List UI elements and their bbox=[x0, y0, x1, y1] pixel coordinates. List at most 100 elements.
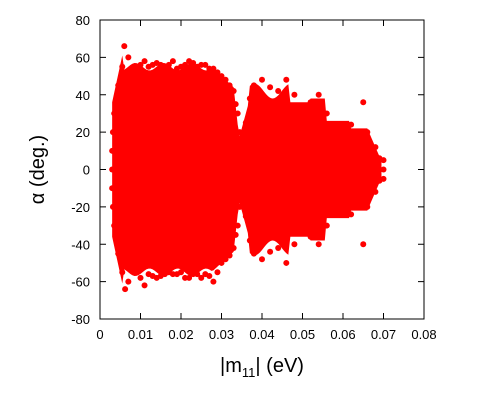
y-tick-label: -60 bbox=[71, 275, 90, 290]
y-tick-label: 20 bbox=[76, 125, 90, 140]
data-point bbox=[109, 166, 116, 173]
data-point bbox=[246, 237, 253, 244]
data-point bbox=[307, 99, 314, 106]
data-point bbox=[315, 147, 322, 154]
data-point bbox=[291, 241, 298, 248]
data-point bbox=[119, 63, 126, 70]
data-point bbox=[275, 88, 282, 95]
data-point bbox=[137, 274, 144, 281]
data-point bbox=[169, 58, 176, 65]
data-point bbox=[283, 147, 290, 154]
x-tick-label: 0.02 bbox=[168, 327, 193, 342]
data-point bbox=[214, 69, 221, 76]
data-point bbox=[267, 84, 274, 91]
data-point bbox=[348, 121, 355, 128]
data-point bbox=[230, 244, 237, 251]
x-axis-title-prefix: |m bbox=[220, 355, 242, 377]
y-tick-label: 40 bbox=[76, 88, 90, 103]
data-point bbox=[178, 269, 184, 276]
data-point bbox=[242, 119, 249, 126]
data-point bbox=[141, 58, 148, 65]
data-point bbox=[198, 274, 205, 281]
data-point bbox=[242, 213, 249, 220]
data-point bbox=[331, 211, 338, 218]
data-point bbox=[157, 61, 164, 68]
data-point bbox=[182, 61, 189, 68]
data-point bbox=[315, 185, 322, 192]
data-point bbox=[307, 233, 314, 240]
data-point bbox=[210, 278, 217, 285]
data-point bbox=[348, 211, 355, 218]
data-point bbox=[165, 61, 172, 68]
y-tick-label: 0 bbox=[83, 163, 90, 178]
y-tick-label: -20 bbox=[71, 200, 90, 215]
data-point bbox=[236, 129, 243, 136]
data-point bbox=[283, 185, 290, 192]
x-axis-title-subscript: 11 bbox=[242, 365, 256, 380]
axis-ticks-layer bbox=[99, 19, 425, 320]
data-point bbox=[111, 110, 118, 117]
data-point bbox=[250, 129, 257, 136]
y-tick-labels: -80 -60 -40 -20 0 20 40 60 80 bbox=[71, 13, 90, 327]
data-point bbox=[236, 203, 243, 210]
data-point bbox=[129, 259, 136, 266]
data-point bbox=[283, 259, 290, 266]
data-point bbox=[238, 147, 245, 154]
data-point bbox=[119, 269, 126, 276]
data-point bbox=[111, 222, 118, 229]
data-point bbox=[115, 250, 122, 257]
data-point bbox=[246, 95, 253, 102]
data-point bbox=[250, 203, 257, 210]
dense-data-region bbox=[112, 55, 382, 284]
data-point bbox=[283, 76, 290, 83]
data-point bbox=[291, 91, 298, 98]
data-point bbox=[206, 273, 213, 280]
x-tick-label: 0.03 bbox=[209, 327, 234, 342]
data-point bbox=[222, 76, 229, 83]
data-point bbox=[372, 144, 379, 151]
data-point bbox=[186, 274, 193, 281]
x-tick-label: 0 bbox=[96, 327, 103, 342]
x-tick-label: 0.04 bbox=[249, 327, 274, 342]
data-point bbox=[299, 110, 306, 117]
data-point bbox=[125, 278, 132, 285]
data-point bbox=[226, 252, 233, 259]
x-tick-label: 0.01 bbox=[128, 327, 153, 342]
data-point bbox=[230, 88, 237, 95]
data-point bbox=[364, 203, 371, 210]
x-tick-label: 0.08 bbox=[411, 327, 436, 342]
data-point bbox=[232, 101, 239, 108]
data-point bbox=[113, 233, 120, 240]
data-point bbox=[323, 110, 330, 117]
data-point bbox=[133, 65, 140, 72]
data-point bbox=[315, 91, 322, 98]
data-point bbox=[113, 99, 120, 106]
data-point bbox=[360, 241, 367, 248]
data-point bbox=[360, 99, 367, 106]
data-point bbox=[372, 188, 379, 195]
y-tick-label: -80 bbox=[71, 312, 90, 327]
data-point bbox=[161, 65, 168, 72]
data-point bbox=[238, 185, 245, 192]
y-tick-label: 80 bbox=[76, 13, 90, 28]
data-point bbox=[250, 250, 257, 257]
data-point bbox=[315, 241, 322, 248]
y-tick-label: 60 bbox=[76, 50, 90, 65]
data-point bbox=[222, 256, 229, 263]
data-point bbox=[234, 110, 241, 117]
data-point bbox=[259, 256, 265, 263]
data-point bbox=[323, 222, 330, 229]
x-tick-label: 0.05 bbox=[290, 327, 315, 342]
data-point bbox=[226, 82, 233, 89]
data-point bbox=[232, 231, 239, 238]
data-point bbox=[125, 54, 132, 61]
data-point bbox=[218, 259, 225, 266]
data-point bbox=[122, 286, 129, 293]
data-point bbox=[376, 177, 383, 184]
data-point bbox=[299, 222, 306, 229]
x-tick-label: 0.07 bbox=[371, 327, 396, 342]
data-point bbox=[275, 244, 282, 251]
data-point bbox=[210, 65, 217, 72]
data-point bbox=[238, 166, 245, 173]
